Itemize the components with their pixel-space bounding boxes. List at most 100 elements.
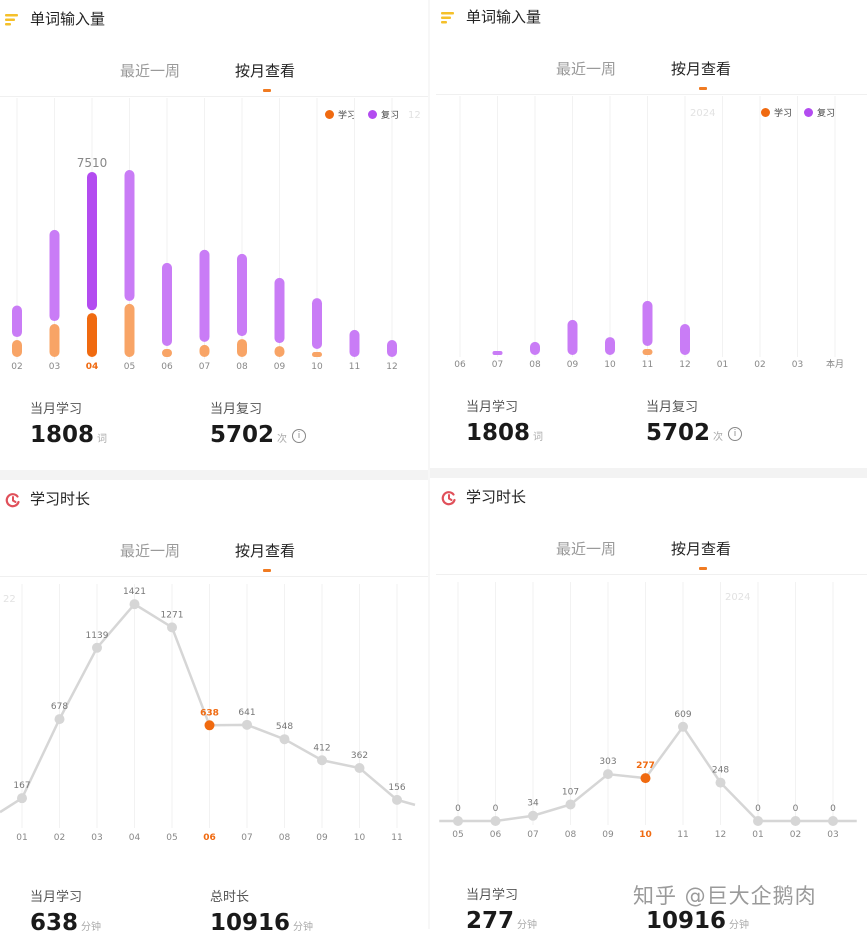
bar-review[interactable] bbox=[49, 229, 60, 322]
info-icon[interactable]: i bbox=[728, 426, 743, 441]
bar-review[interactable] bbox=[387, 340, 397, 357]
data-point[interactable] bbox=[242, 719, 252, 730]
bar-review[interactable] bbox=[567, 319, 578, 355]
data-point[interactable] bbox=[715, 777, 726, 788]
bar-review[interactable] bbox=[162, 262, 172, 347]
bar-review[interactable] bbox=[492, 351, 503, 355]
stat-unit: 次 bbox=[277, 434, 288, 445]
x-tick-label: 10 bbox=[639, 830, 652, 840]
data-point[interactable] bbox=[790, 816, 801, 826]
clock-icon bbox=[5, 492, 20, 508]
x-tick-label: 01 bbox=[16, 833, 27, 843]
data-point[interactable] bbox=[392, 794, 402, 805]
stat-unit: 词 bbox=[533, 432, 544, 443]
section-divider bbox=[0, 470, 428, 480]
info-icon[interactable]: i bbox=[292, 428, 307, 443]
bar-review[interactable] bbox=[642, 300, 653, 346]
bar-learn[interactable] bbox=[49, 324, 60, 357]
legend-dot-review bbox=[368, 110, 378, 119]
tab-recent-week[interactable]: 最近一周 bbox=[120, 542, 181, 560]
data-point[interactable] bbox=[603, 769, 613, 780]
bar-review[interactable] bbox=[274, 277, 285, 344]
x-tick-label: 12 bbox=[679, 360, 690, 370]
data-point[interactable] bbox=[279, 734, 290, 745]
x-tick-label: 07 bbox=[492, 360, 503, 370]
year-label: 2024 bbox=[690, 108, 715, 119]
bar-learn[interactable] bbox=[124, 303, 135, 357]
x-tick-label: 01 bbox=[752, 830, 763, 840]
data-point[interactable] bbox=[204, 720, 215, 731]
bar-learn[interactable] bbox=[237, 339, 247, 357]
x-tick-label: 07 bbox=[527, 830, 538, 840]
data-point[interactable] bbox=[129, 599, 140, 610]
tab-recent-week[interactable]: 最近一周 bbox=[556, 540, 617, 558]
stat-value: 5702 bbox=[646, 420, 711, 446]
section-divider bbox=[430, 468, 867, 478]
bar-learn[interactable] bbox=[642, 348, 653, 355]
tab-monthly[interactable]: 按月查看 bbox=[235, 542, 296, 560]
bar-learn[interactable] bbox=[12, 340, 22, 357]
data-point[interactable] bbox=[565, 799, 576, 810]
bar-review[interactable] bbox=[605, 337, 615, 355]
bar-learn[interactable] bbox=[274, 346, 285, 357]
x-tick-label: 本月 bbox=[826, 358, 844, 370]
stat-label: 当月学习 bbox=[30, 402, 83, 417]
data-point[interactable] bbox=[453, 816, 463, 826]
bar-learn[interactable] bbox=[87, 313, 97, 357]
stat-value-row: 1808 词 bbox=[30, 422, 107, 448]
data-label: 107 bbox=[562, 787, 579, 797]
tab-recent-week[interactable]: 最近一周 bbox=[120, 62, 181, 80]
x-tick-label: 08 bbox=[529, 360, 541, 370]
stat-value-row: 5702 次 i bbox=[646, 420, 743, 446]
stat-label: 当月复习 bbox=[646, 400, 699, 415]
bar-review[interactable] bbox=[124, 170, 135, 301]
data-point[interactable] bbox=[640, 773, 651, 784]
data-point[interactable] bbox=[828, 816, 838, 826]
bar-review[interactable] bbox=[199, 249, 210, 342]
x-tick-label: 04 bbox=[86, 362, 99, 372]
data-point[interactable] bbox=[54, 714, 65, 725]
bar-review[interactable] bbox=[87, 172, 97, 311]
data-point[interactable] bbox=[528, 810, 538, 821]
x-tick-label: 05 bbox=[124, 362, 135, 372]
tab-monthly[interactable]: 按月查看 bbox=[235, 62, 296, 80]
year-label: 2024 bbox=[725, 592, 750, 603]
legend-label-review: 复习 bbox=[817, 109, 836, 119]
tab-recent-week[interactable]: 最近一周 bbox=[556, 60, 617, 78]
data-label: 0 bbox=[830, 804, 836, 814]
bar-review[interactable] bbox=[530, 341, 540, 355]
chart-legend: 学习 复习 bbox=[761, 106, 835, 119]
bar-learn[interactable] bbox=[312, 352, 322, 357]
bar-review[interactable] bbox=[680, 323, 690, 355]
data-point[interactable] bbox=[17, 793, 27, 804]
tab-monthly[interactable]: 按月查看 bbox=[671, 540, 732, 558]
bar-review[interactable] bbox=[349, 329, 360, 357]
bar-review[interactable] bbox=[237, 253, 247, 337]
data-point[interactable] bbox=[317, 755, 327, 766]
data-point[interactable] bbox=[490, 816, 501, 826]
bar-learn[interactable] bbox=[162, 349, 172, 357]
bar-review[interactable] bbox=[12, 305, 22, 338]
data-point[interactable] bbox=[92, 642, 102, 653]
legend-label-learn: 学习 bbox=[338, 111, 357, 121]
data-point[interactable] bbox=[354, 762, 365, 773]
tab-monthly[interactable]: 按月查看 bbox=[671, 60, 732, 78]
data-point[interactable] bbox=[167, 622, 177, 633]
section-title: 学习时长 bbox=[466, 488, 527, 506]
stat-label: 当月学习 bbox=[466, 400, 519, 415]
x-tick-label: 06 bbox=[161, 362, 173, 372]
stat-unit: 分钟 bbox=[729, 920, 750, 931]
x-tick-label: 05 bbox=[166, 833, 177, 843]
active-tab-indicator bbox=[699, 567, 707, 570]
bar-learn[interactable] bbox=[199, 344, 210, 357]
stat-unit: 分钟 bbox=[517, 920, 538, 931]
clock-icon bbox=[441, 490, 456, 506]
bar-review[interactable] bbox=[312, 298, 322, 349]
divider bbox=[436, 94, 867, 95]
data-point[interactable] bbox=[753, 816, 763, 826]
x-tick-label: 02 bbox=[11, 362, 22, 372]
data-point[interactable] bbox=[678, 721, 688, 732]
